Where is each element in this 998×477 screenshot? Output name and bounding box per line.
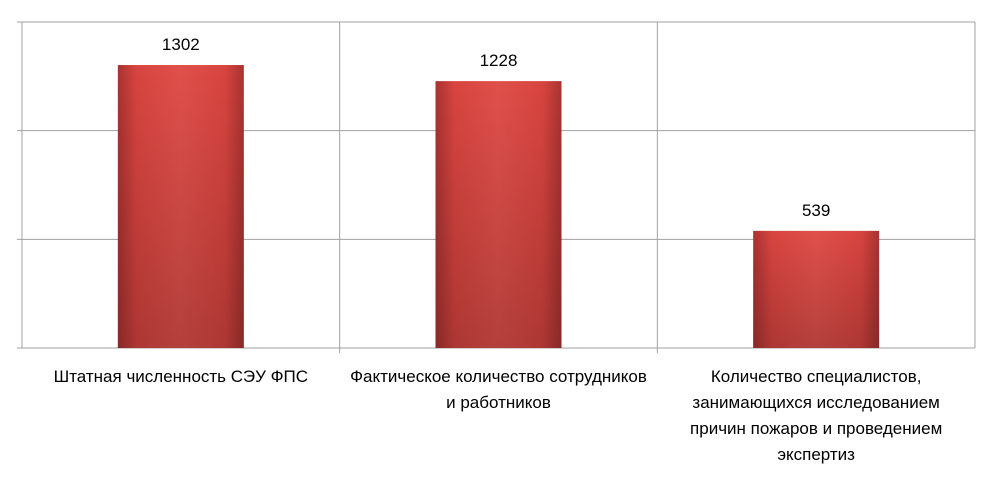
bar-shade: [435, 81, 562, 348]
bar-shade: [117, 65, 244, 349]
x-tick-label: Штатная численность СЭУ ФПС: [53, 367, 309, 386]
value-label: 539: [802, 201, 830, 220]
value-label: 1302: [162, 35, 200, 54]
value-label: 1228: [480, 51, 518, 70]
x-tick-label: Фактическое количество сотрудников и раб…: [350, 367, 647, 412]
x-tick-label: Количество специалистов, занимающихся ис…: [690, 367, 943, 464]
bar-shade: [753, 230, 880, 348]
